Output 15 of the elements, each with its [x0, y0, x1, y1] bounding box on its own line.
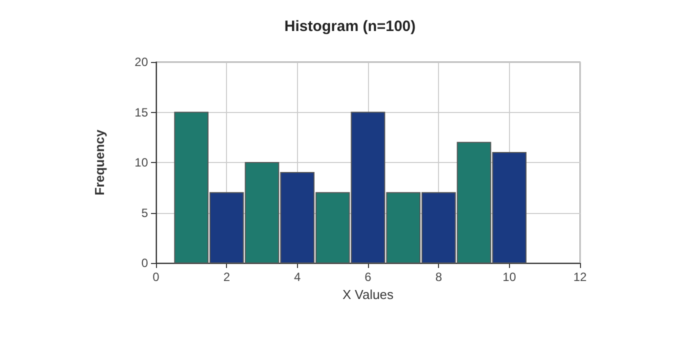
x-tick-label: 2: [223, 270, 230, 284]
y-tick-label: 5: [141, 206, 148, 220]
x-tick-label: 12: [573, 270, 587, 284]
x-tick-label: 10: [502, 270, 516, 284]
x-tick-label: 8: [435, 270, 442, 284]
x-axis-title: X Values: [342, 286, 394, 302]
x-tick-label: 6: [364, 270, 372, 284]
y-tick-label: 0: [141, 256, 148, 270]
y-axis-title: Frequency: [92, 128, 107, 196]
chart-title: Histogram (n=100): [284, 18, 416, 35]
y-tick-label: 20: [134, 55, 148, 69]
x-tick-label: 0: [152, 270, 160, 284]
y-tick-label: 10: [134, 156, 148, 170]
x-tick-label: 4: [294, 270, 301, 284]
y-tick-label: 15: [134, 105, 148, 120]
